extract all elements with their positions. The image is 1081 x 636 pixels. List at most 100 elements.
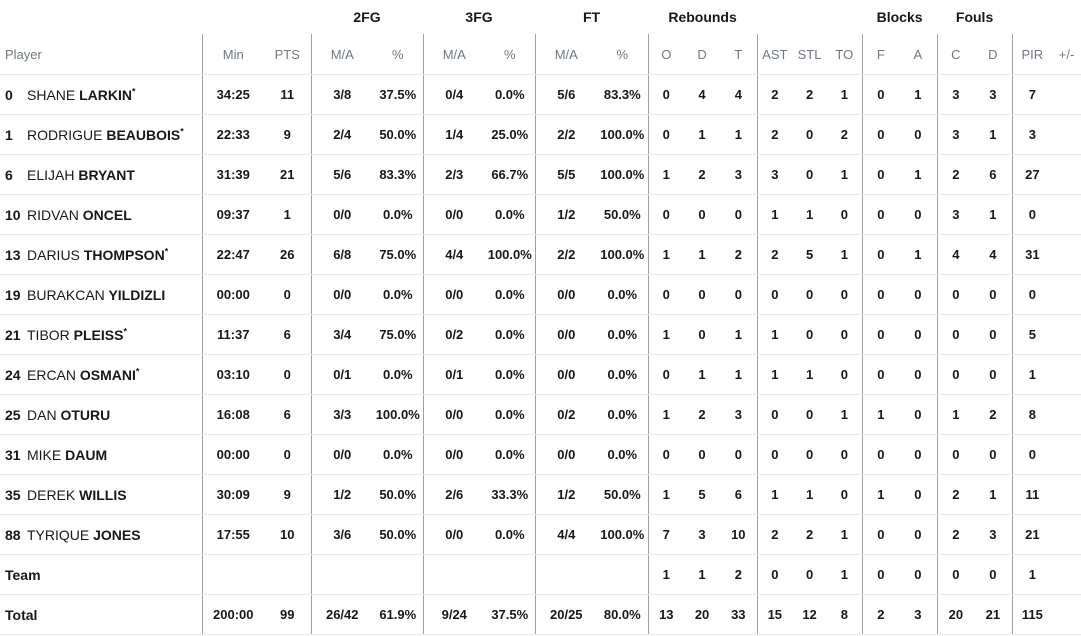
stat-cell-reb-o: 13: [647, 594, 685, 635]
stat-cell-plusminus: [1052, 74, 1081, 115]
stat-cell-reb-d: 4: [684, 74, 721, 115]
player-last-name: OTURU: [60, 406, 111, 423]
stat-cell-ft-pct: 0.0%: [597, 434, 649, 475]
stat-cell-pts: 21: [264, 154, 311, 195]
stat-cell-reb-t: 6: [720, 474, 758, 515]
player-last-name: LARKIN: [79, 86, 133, 103]
player-name-cell: 6 ELIJAH BRYANT: [0, 154, 202, 195]
col-header-2fg-ma: M/A: [310, 34, 373, 75]
stat-cell-reb-d: 0: [684, 314, 721, 355]
stat-cell-3fg-pct: 0.0%: [485, 274, 536, 315]
stat-cell-reb-t: 3: [720, 394, 758, 435]
player-last-name: DAUM: [65, 446, 108, 463]
stat-cell-blk-a: 0: [899, 354, 938, 395]
stat-cell-foul-d: 2: [974, 394, 1013, 435]
stat-cell-2fg-ma: 3/8: [310, 74, 373, 115]
stat-cell-3fg-ma: 4/4: [422, 234, 486, 275]
stat-cell-min: 17:55: [201, 514, 264, 555]
table-row: 10 RIDVAN ONCEL 09:37 1 0/0 0.0% 0/0 0.0%…: [0, 194, 1081, 235]
stat-cell-to: 1: [827, 514, 863, 555]
stat-cell-ft-ma: 1/2: [534, 194, 598, 235]
stat-cell-reb-t: 10: [720, 514, 758, 555]
stat-cell-blk-f: 0: [861, 74, 900, 115]
stat-cell-foul-d: 3: [974, 74, 1013, 115]
stat-cell-foul-d: 0: [974, 434, 1013, 475]
stat-cell-ast: 1: [756, 314, 793, 355]
stat-cell-reb-d: 3: [684, 514, 721, 555]
stat-cell-stl: 5: [792, 234, 828, 275]
stat-cell-to: 2: [827, 114, 863, 155]
stat-cell-3fg-ma: 9/24: [422, 594, 486, 635]
stat-cell-blk-a: 0: [899, 114, 938, 155]
stat-cell-3fg-ma: 0/1: [422, 354, 486, 395]
stat-cell-foul-c: 20: [936, 594, 975, 635]
stat-cell-ft-ma: 0/2: [534, 394, 598, 435]
stat-cell-2fg-ma: 6/8: [310, 234, 373, 275]
stat-cell-reb-t: 0: [720, 434, 758, 475]
stat-cell-2fg-ma: 3/3: [310, 394, 373, 435]
table-row: Total 200:00 99 26/42 61.9% 9/24 37.5% 2…: [0, 594, 1081, 635]
stat-cell-foul-c: 0: [936, 314, 975, 355]
stat-cell-blk-f: 0: [861, 554, 900, 595]
stat-cell-ft-ma: [534, 554, 598, 595]
stat-cell-blk-a: 1: [899, 154, 938, 195]
stat-cell-pir: 21: [1011, 514, 1053, 555]
stat-cell-3fg-pct: 33.3%: [485, 474, 536, 515]
group-header-rebounds: Rebounds: [668, 9, 737, 25]
stat-cell-plusminus: [1052, 394, 1081, 435]
stat-cell-ft-pct: 0.0%: [597, 314, 649, 355]
stat-cell-foul-c: 2: [936, 474, 975, 515]
jersey-number: 31: [5, 446, 21, 463]
stat-cell-foul-d: 0: [974, 274, 1013, 315]
stat-cell-reb-t: 33: [720, 594, 758, 635]
stat-cell-min: [201, 554, 264, 595]
stat-cell-blk-f: 0: [861, 154, 900, 195]
stat-cell-2fg-pct: 50.0%: [373, 474, 424, 515]
stat-cell-min: 31:39: [201, 154, 264, 195]
stat-cell-2fg-ma: 3/4: [310, 314, 373, 355]
player-first-name: ERCAN: [27, 366, 77, 383]
stat-cell-pts: 6: [264, 314, 311, 355]
col-header-stl: STL: [792, 34, 828, 75]
stat-cell-foul-c: 4: [936, 234, 975, 275]
stat-cell-ft-ma: 2/2: [534, 234, 598, 275]
stat-cell-to: 0: [827, 434, 863, 475]
player-name-cell: Total: [0, 594, 202, 635]
group-header-blocks: Blocks: [876, 9, 923, 25]
stat-cell-ast: 0: [756, 554, 793, 595]
stat-cell-min: 34:25: [201, 74, 264, 115]
stat-cell-2fg-pct: 75.0%: [373, 314, 424, 355]
stat-cell-3fg-pct: 0.0%: [485, 74, 536, 115]
stat-cell-pir: 7: [1011, 74, 1053, 115]
player-name-cell: Team: [0, 554, 202, 595]
stat-cell-to: 0: [827, 194, 863, 235]
stat-cell-blk-f: 0: [861, 354, 900, 395]
stat-cell-ft-pct: 100.0%: [597, 154, 649, 195]
stat-cell-pts: [264, 554, 311, 595]
stat-cell-ft-pct: 0.0%: [597, 354, 649, 395]
stat-cell-ft-pct: 83.3%: [597, 74, 649, 115]
player-last-name: BRYANT: [78, 166, 135, 183]
player-name-cell: 19 BURAKCAN YILDIZLI: [0, 274, 202, 315]
group-header-ft: FT: [582, 9, 601, 25]
stat-cell-reb-d: 2: [684, 394, 721, 435]
stat-cell-foul-c: 2: [936, 514, 975, 555]
player-first-name: TIBOR: [27, 326, 70, 343]
stat-cell-ft-ma: 2/2: [534, 114, 598, 155]
stat-cell-ft-pct: [597, 554, 649, 595]
stat-cell-foul-d: 6: [974, 154, 1013, 195]
stat-cell-min: 00:00: [201, 274, 264, 315]
player-last-name: PLEISS: [73, 326, 124, 343]
stat-cell-2fg-ma: 0/0: [310, 194, 373, 235]
stat-cell-reb-t: 1: [720, 314, 758, 355]
stat-cell-2fg-ma: 0/1: [310, 354, 373, 395]
player-first-name: RIDVAN: [27, 206, 79, 223]
stat-cell-stl: 0: [792, 114, 828, 155]
jersey-number: 6: [5, 166, 13, 183]
starter-mark: *: [164, 245, 169, 256]
stat-cell-blk-f: 0: [861, 514, 900, 555]
stat-cell-to: 0: [827, 274, 863, 315]
player-name-cell: 0 SHANE LARKIN*: [0, 74, 202, 115]
stat-cell-pts: 1: [264, 194, 311, 235]
stat-cell-plusminus: [1052, 194, 1081, 235]
